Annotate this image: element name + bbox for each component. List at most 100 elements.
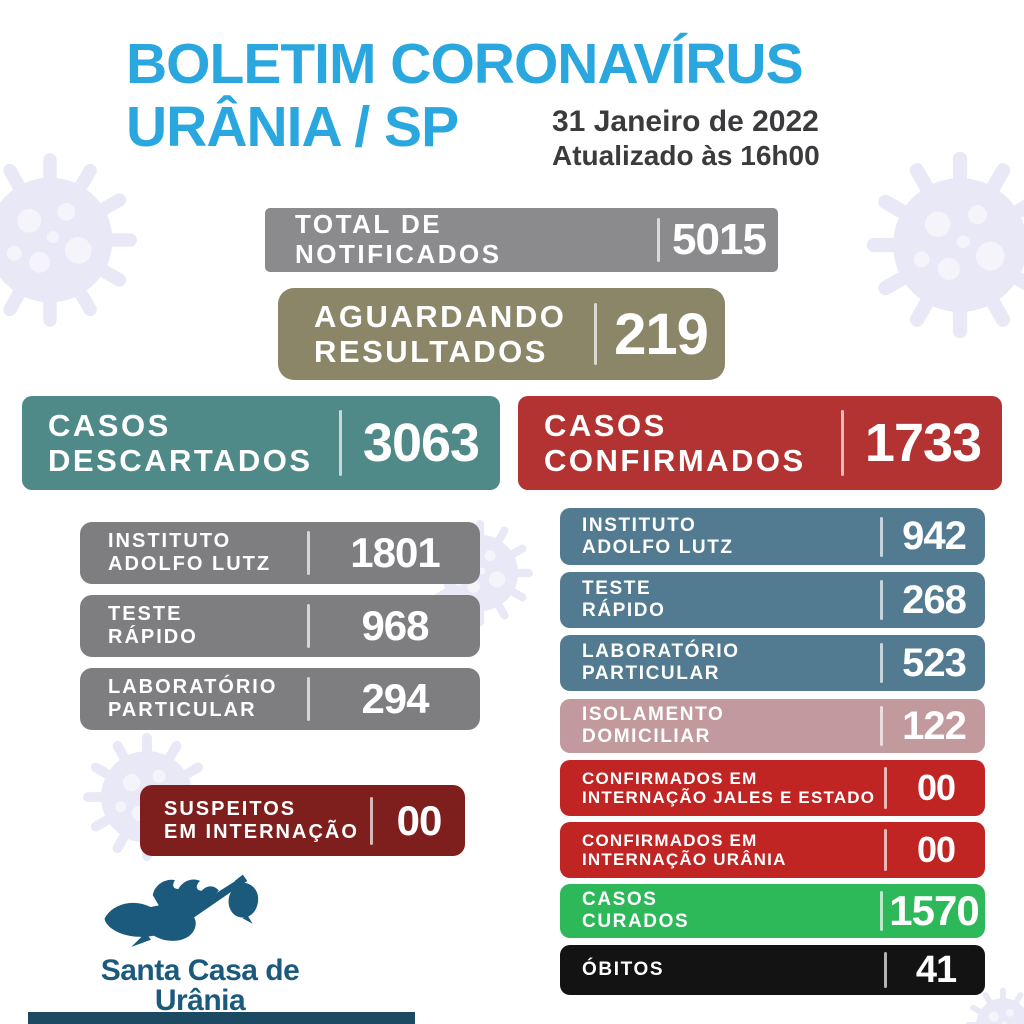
stat-label: LABORATÓRIO PARTICULAR [560,641,880,684]
stat-label-line2: ADOLFO LUTZ [582,536,734,558]
stat-label-line2: RÁPIDO [108,626,198,648]
bottom-accent-bar [28,1012,415,1024]
santa-casa-logo-text: Santa Casa de Urânia [100,954,300,1017]
stat-label-line2: PARTICULAR [108,699,257,721]
bulletin-updated-time: Atualizado às 16h00 [552,140,820,172]
stat-casos-confirmados: CASOS CONFIRMADOS 1733 [518,396,1002,490]
value-separator [370,796,373,845]
stat-label: AGUARDANDO RESULTADOS [278,299,594,370]
stat-label: CASOS CONFIRMADOS [518,408,841,479]
stat-label-line1: CASOS [544,407,667,443]
stat-label-line1: ISOLAMENTO [582,704,725,726]
value-separator [594,303,597,365]
stat-value: 268 [902,577,967,622]
stat-value: 3063 [362,413,480,473]
stork-icon [104,874,259,947]
stat-label-line2: PARTICULAR [582,663,721,684]
value-separator [880,891,883,931]
stat-label-line1: ÓBITOS [582,959,665,981]
stat-confirmados-internacao-urania: CONFIRMADOS EM INTERNAÇÃO URÂNIA 00 [560,822,985,878]
stat-label-line1: CASOS [48,407,171,443]
stat-descartados-laboratorio-particular: LABORATÓRIO PARTICULAR 294 [80,668,480,730]
stat-isolamento-domiciliar: ISOLAMENTO DOMICILIAR 122 [560,699,985,753]
stat-label-line2: ADOLFO LUTZ [108,553,272,575]
stat-value: 968 [361,602,429,649]
stat-casos-descartados: CASOS DESCARTADOS 3063 [22,396,500,490]
value-separator [841,410,844,476]
santa-casa-logo: Santa Casa de Urânia [55,872,345,1016]
stat-label-line1: AGUARDANDO [314,298,567,334]
stat-label-line1: TESTE [582,578,652,600]
stat-label: INSTITUTO ADOLFO LUTZ [80,530,307,576]
value-separator [880,580,883,620]
value-separator [307,677,310,721]
stat-value: 00 [916,767,956,808]
stat-label-line1: TESTE [108,603,183,626]
bulletin-date-block: 31 Janeiro de 2022 Atualizado às 16h00 [552,104,820,172]
stat-label-line2: RESULTADOS [314,334,548,369]
value-separator [657,218,660,262]
stat-label: SUSPEITOS EM INTERNAÇÃO [140,798,370,844]
stat-label-line2: INTERNAÇÃO URÂNIA [582,850,787,869]
stat-label-line1: CASOS [582,889,658,911]
stat-value: 1733 [864,413,982,473]
bulletin-date: 31 Janeiro de 2022 [552,105,819,138]
value-separator [880,643,883,683]
stat-confirmados-internacao-jales-estado: CONFIRMADOS EM INTERNAÇÃO JALES E ESTADO… [560,760,985,816]
bulletin-title-line2: URÂNIA / SP [126,95,459,159]
stat-casos-curados: CASOS CURADOS 1570 [560,884,985,938]
value-separator [880,706,883,746]
stat-label-line2: RÁPIDO [582,600,666,621]
value-separator [884,829,887,871]
stat-label: CASOS CURADOS [560,889,880,932]
stat-label: ÓBITOS [560,959,884,981]
stat-value: 294 [361,675,429,722]
stat-label: CONFIRMADOS EM INTERNAÇÃO URÂNIA [560,831,884,870]
stat-label-line1: SUSPEITOS [164,797,297,820]
stat-label-line2: INTERNAÇÃO JALES E ESTADO [582,788,876,807]
value-separator [880,516,883,557]
stat-value: 1570 [889,887,979,934]
stat-label-line1: LABORATÓRIO [108,676,278,699]
stat-label-line1: LABORATÓRIO [582,641,740,663]
stat-aguardando-resultados: AGUARDANDO RESULTADOS 219 [278,288,725,380]
stat-label-line1: CONFIRMADOS EM [582,768,758,788]
stat-label: TESTE RÁPIDO [80,603,307,649]
stat-suspeitos-em-internacao: SUSPEITOS EM INTERNAÇÃO 00 [140,785,465,856]
value-separator [884,767,887,809]
stat-label: CONFIRMADOS EM INTERNAÇÃO JALES E ESTADO [560,769,884,808]
stat-label: CASOS DESCARTADOS [22,408,339,479]
stat-descartados-teste-rapido: TESTE RÁPIDO 968 [80,595,480,657]
stat-confirmados-teste-rapido: TESTE RÁPIDO 268 [560,572,985,628]
stat-label-line2: EM INTERNAÇÃO [164,820,359,843]
stat-value: 942 [902,514,967,558]
stat-label-line2: CONFIRMADOS [544,443,806,478]
stat-confirmados-instituto-adolfo-lutz: INSTITUTO ADOLFO LUTZ 942 [560,508,985,565]
stat-descartados-instituto-adolfo-lutz: INSTITUTO ADOLFO LUTZ 1801 [80,522,480,584]
stat-label-line2: DOMICILIAR [582,726,711,747]
stat-label-line1: CONFIRMADOS EM [582,830,758,850]
value-separator [307,604,310,648]
stat-value: 122 [902,703,967,748]
value-separator [884,952,887,988]
stat-value: 00 [396,796,443,844]
stat-value: 41 [915,948,957,991]
stat-value: 1801 [350,529,440,576]
stat-label: TESTE RÁPIDO [560,578,880,621]
stat-label: ISOLAMENTO DOMICILIAR [560,704,880,747]
value-separator [307,531,310,575]
stat-label-line2: DESCARTADOS [48,443,313,478]
stat-label-line2: CURADOS [582,911,690,932]
stat-confirmados-laboratorio-particular: LABORATÓRIO PARTICULAR 523 [560,635,985,691]
stat-obitos: ÓBITOS 41 [560,945,985,995]
stat-value: 00 [916,829,956,870]
value-separator [339,410,342,476]
stat-total-notificados: TOTAL DE NOTIFICADOS 5015 [265,208,778,272]
stat-label: TOTAL DE NOTIFICADOS [295,209,502,269]
stat-value: 219 [614,301,709,367]
stat-value: 523 [902,640,967,685]
stat-label: LABORATÓRIO PARTICULAR [80,676,307,722]
stat-value: 5015 [672,215,767,264]
stat-label-line1: INSTITUTO [108,530,232,553]
